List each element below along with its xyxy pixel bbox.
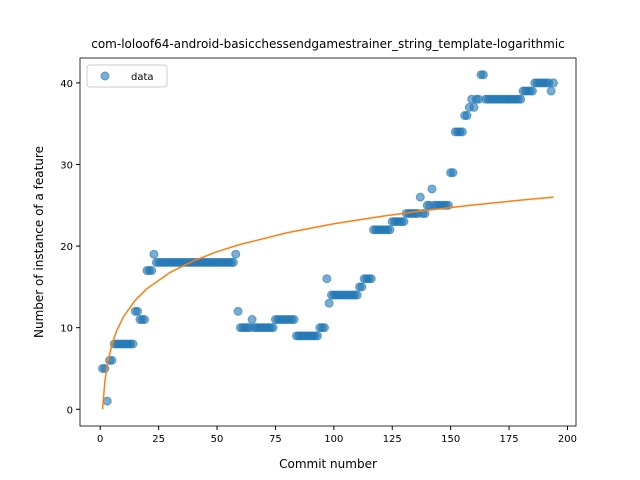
y-axis-label: Number of instance of a feature: [32, 146, 46, 338]
data-point: [448, 168, 458, 178]
data-point: [140, 315, 150, 325]
data-point: [516, 94, 526, 104]
data-point: [415, 192, 425, 202]
data-point: [247, 315, 257, 325]
y-tick-label: 30: [60, 160, 73, 171]
data-point: [527, 86, 537, 96]
y-tick-label: 10: [60, 324, 73, 335]
data-point: [324, 298, 334, 308]
data-point: [462, 111, 472, 121]
x-tick-label: 200: [558, 434, 577, 445]
data-point: [289, 315, 299, 325]
data-point: [352, 290, 362, 300]
data-point: [312, 331, 322, 341]
data-point: [149, 249, 159, 259]
x-tick-label: 100: [324, 434, 343, 445]
x-tick-label: 0: [97, 434, 103, 445]
data-point: [457, 127, 467, 137]
x-tick-label: 150: [441, 434, 460, 445]
data-point: [231, 249, 241, 259]
data-point: [357, 282, 367, 292]
data-point: [478, 70, 488, 80]
data-point: [268, 323, 278, 333]
y-tick-label: 40: [60, 79, 73, 90]
x-tick-label: 175: [500, 434, 519, 445]
data-point: [228, 257, 238, 267]
axes-frame: [79, 57, 577, 427]
x-tick-label: 75: [269, 434, 282, 445]
data-point: [385, 225, 395, 235]
fit-line: [101, 196, 554, 410]
x-tick-label: 125: [383, 434, 402, 445]
data-point: [233, 306, 243, 316]
data-point: [548, 78, 558, 88]
x-axis-label: Commit number: [279, 457, 377, 471]
chart-title: com-loloof64-android-basicchessendgamest…: [91, 37, 565, 51]
data-point: [102, 396, 112, 406]
data-point: [366, 274, 376, 284]
data-point: [322, 274, 332, 284]
y-tick-label: 20: [60, 242, 73, 253]
legend-marker: [100, 71, 110, 81]
data-point: [133, 306, 143, 316]
y-tick-label: 0: [67, 405, 73, 416]
data-point: [546, 86, 556, 96]
legend-label: data: [131, 72, 154, 83]
plot-area: [98, 70, 558, 410]
x-tick-label: 50: [211, 434, 224, 445]
data-point: [128, 339, 138, 349]
data-point: [469, 102, 479, 112]
data-point: [399, 217, 409, 227]
data-point: [319, 323, 329, 333]
data-point: [147, 266, 157, 276]
data-point: [427, 184, 437, 194]
x-tick-label: 25: [152, 434, 165, 445]
legend-box: [86, 64, 168, 88]
